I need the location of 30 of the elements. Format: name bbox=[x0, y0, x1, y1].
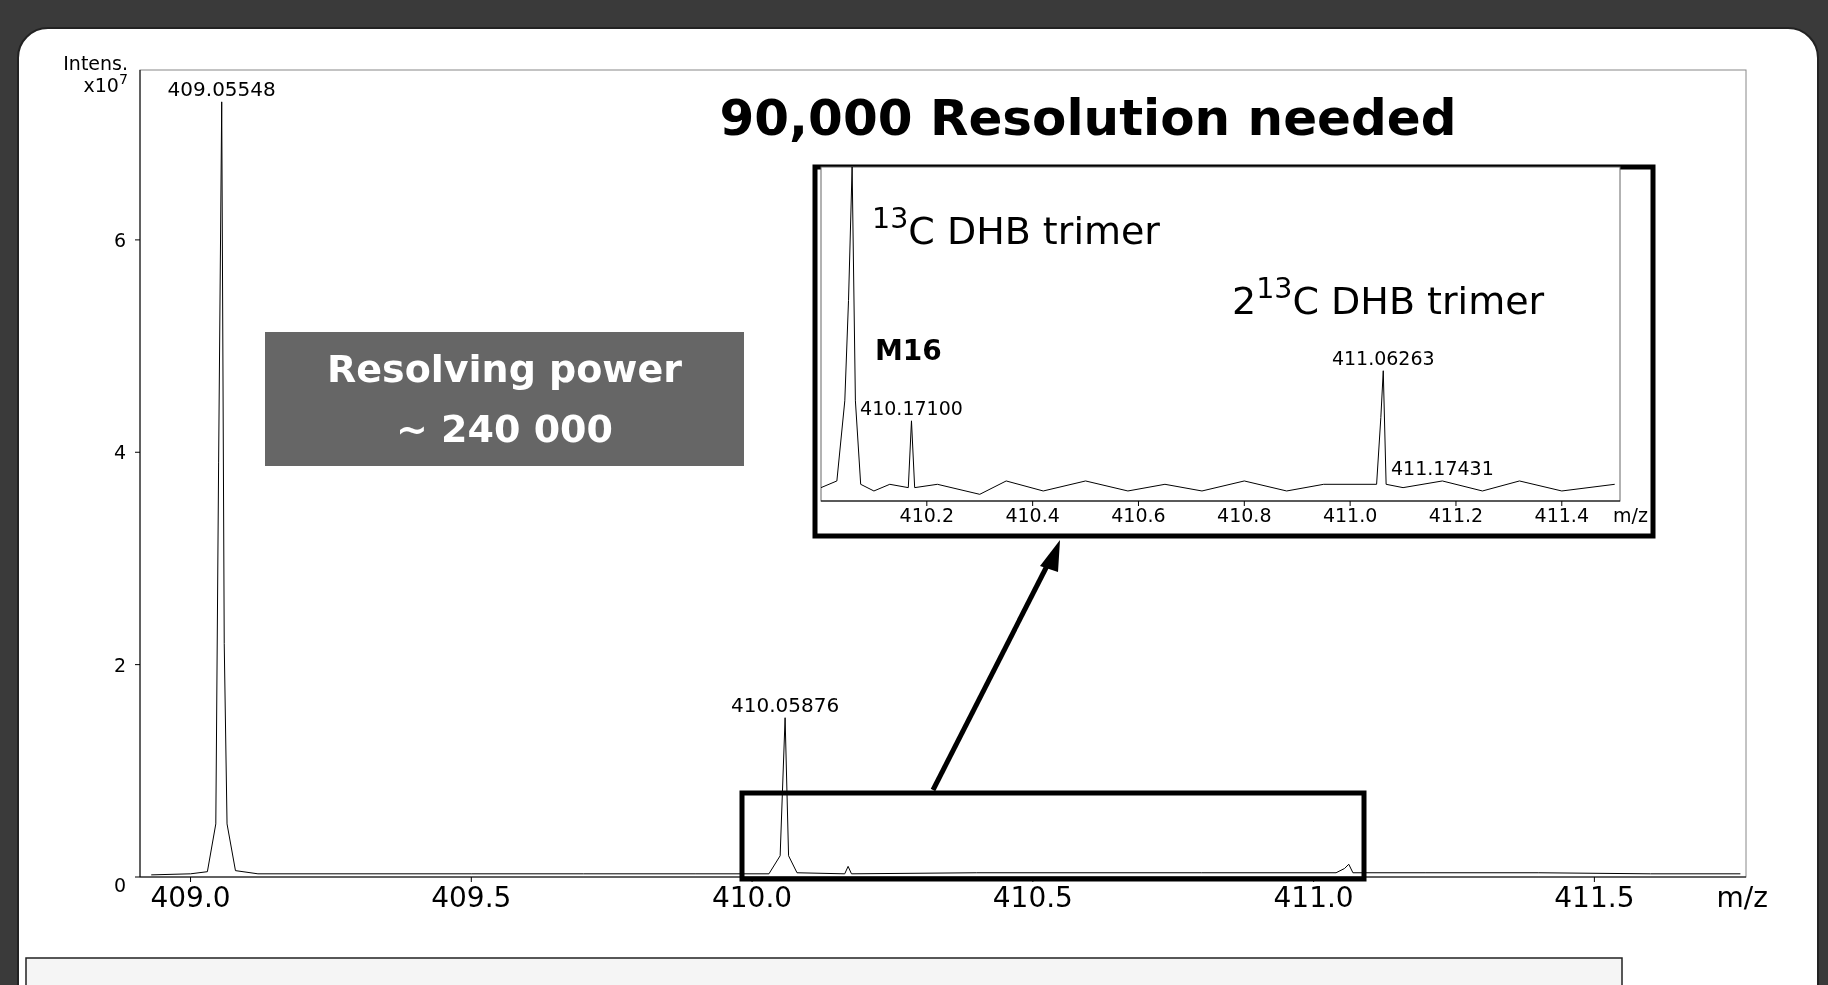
x-tick-label: 410.4 bbox=[1005, 504, 1060, 526]
x-tick-label: 411.5 bbox=[1554, 881, 1635, 914]
annotation: 409.05548 bbox=[167, 76, 276, 101]
annotation: 2$^{13}$C DHB trimer bbox=[1232, 271, 1545, 323]
y-tick-label: 6 bbox=[113, 228, 126, 251]
annotation: M16 bbox=[875, 334, 942, 367]
x-axis-title: m/z bbox=[1613, 504, 1649, 526]
x-tick-label: 410.5 bbox=[992, 881, 1073, 914]
annotation: $^{13}$C DHB trimer bbox=[872, 201, 1161, 253]
x-tick-label: 410.6 bbox=[1111, 504, 1166, 526]
x-tick-label: 410.0 bbox=[711, 881, 793, 914]
x-tick-label: 411.0 bbox=[1322, 504, 1378, 526]
x-tick-label: 409.0 bbox=[150, 881, 231, 914]
x-tick-label: 411.2 bbox=[1428, 504, 1484, 526]
x-tick-label: 410.8 bbox=[1217, 504, 1272, 526]
annotation: 410.05876 bbox=[730, 692, 840, 717]
x-tick-label: 411.0 bbox=[1273, 881, 1354, 914]
y-tick-label: 0 bbox=[113, 874, 126, 896]
x-tick-label: 409.5 bbox=[431, 881, 512, 914]
chart-title: 90,000 Resolution needed bbox=[719, 89, 1457, 147]
y-axis-title: Intens. x10$^{7}$ bbox=[63, 52, 128, 96]
x-tick-label: 411.4 bbox=[1534, 504, 1589, 526]
annotation: Resolving power ~ 240 000 bbox=[327, 347, 683, 451]
annotation: 411.06263 bbox=[1331, 346, 1435, 369]
y-tick-label: 2 bbox=[113, 653, 126, 676]
y-tick-label: 4 bbox=[113, 441, 126, 464]
x-axis-title: m/z bbox=[1716, 881, 1768, 914]
annotation: 410.17100 bbox=[860, 396, 963, 419]
annotation: 411.17431 bbox=[1391, 456, 1494, 479]
x-tick-label: 410.2 bbox=[899, 504, 955, 526]
